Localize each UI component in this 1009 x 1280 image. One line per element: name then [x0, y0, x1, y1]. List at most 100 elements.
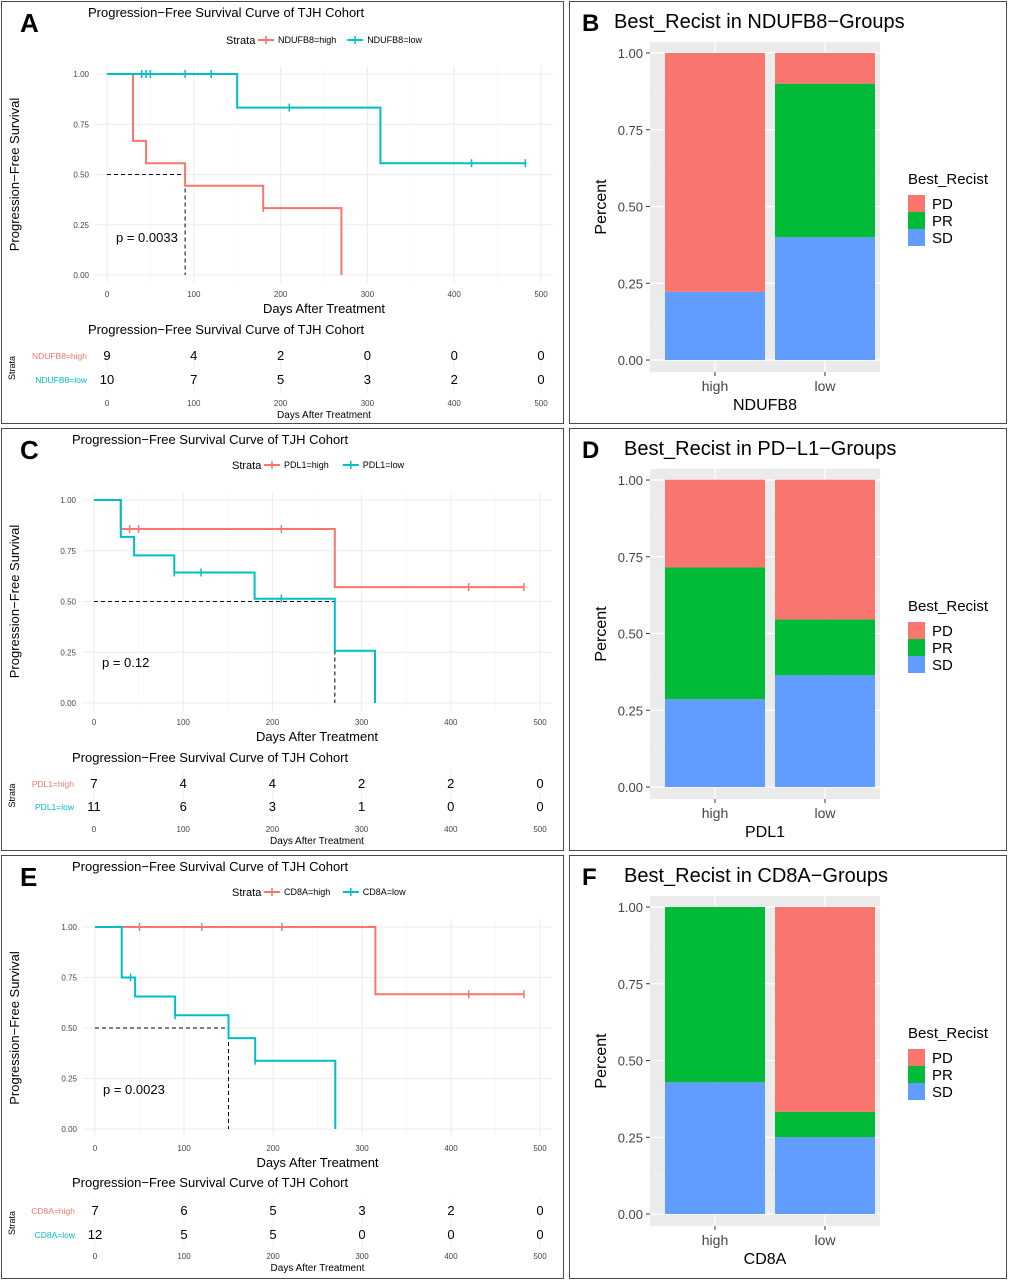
y-tick-label: 0.50: [61, 1024, 77, 1033]
risk-count-high: 4: [269, 776, 276, 791]
y-tick-label: 1.00: [618, 46, 643, 61]
y-tick-label: 0.50: [60, 598, 76, 607]
bar-segment-pr-low: [775, 1111, 875, 1138]
series-line-low: [107, 73, 526, 165]
legend-swatch-sd: [908, 656, 925, 673]
x-tick-label: high: [702, 1232, 728, 1248]
risk-x-tick-label: 200: [266, 825, 280, 834]
km-chart-a: A Progression−Free Survival Curve of TJH …: [7, 5, 553, 421]
bar-segment-sd-low: [775, 1137, 875, 1214]
y-tick-label: 1.00: [61, 923, 77, 932]
risk-count-low: 0: [537, 372, 544, 387]
risk-x-tick-label: 500: [533, 1252, 547, 1261]
risk-count-low: 2: [451, 372, 458, 387]
p-value: p = 0.0023: [103, 1082, 165, 1097]
km-title: Progression−Free Survival Curve of TJH C…: [72, 432, 349, 447]
panel-e: E Progression−Free Survival Curve of TJH …: [1, 855, 564, 1279]
x-tick-label: 0: [92, 718, 97, 727]
y-tick-label: 0.75: [60, 547, 76, 556]
bar-chart-title: Best_Recist in NDUFB8−Groups: [614, 11, 905, 33]
x-axis-label: NDUFB8: [733, 397, 797, 414]
risk-count-low: 12: [88, 1227, 102, 1242]
y-tick-label: 0.50: [618, 1054, 643, 1069]
risk-x-axis-label: Days After Treatment: [270, 836, 364, 847]
legend-label-pr: PR: [932, 1067, 953, 1084]
risk-count-low: 7: [190, 372, 197, 387]
x-tick-label: 400: [444, 718, 458, 727]
risk-count-high: 7: [91, 1203, 98, 1218]
x-tick-label: 100: [177, 718, 191, 727]
y-tick-label: 1.00: [60, 496, 76, 505]
risk-strata-label: Strata: [7, 1211, 17, 1235]
x-tick-label: 300: [361, 290, 375, 299]
y-tick-label: 0.00: [73, 271, 89, 280]
risk-table-title: Progression−Free Survival Curve of TJH C…: [72, 750, 349, 765]
risk-x-tick-label: 400: [444, 825, 458, 834]
risk-table-title: Progression−Free Survival Curve of TJH C…: [72, 1175, 349, 1190]
risk-count-low: 5: [277, 372, 284, 387]
bar-segment-sd-low: [775, 237, 875, 360]
risk-count-high: 0: [451, 348, 458, 363]
x-axis-label: Days After Treatment: [263, 301, 385, 316]
y-tick-label: 0.25: [618, 703, 643, 718]
km-chart-c: C Progression−Free Survival Curve of TJH …: [7, 432, 552, 847]
risk-count-high: 0: [364, 348, 371, 363]
legend-title: Best_Recist: [908, 598, 989, 615]
panel-c: C Progression−Free Survival Curve of TJH …: [1, 428, 564, 851]
x-tick-label: 400: [444, 1144, 458, 1153]
risk-count-high: 4: [190, 348, 197, 363]
x-tick-label: 200: [274, 290, 288, 299]
bar-segment-sd-high: [665, 291, 765, 360]
p-value: p = 0.12: [102, 655, 149, 670]
panel-letter: B: [582, 10, 599, 37]
bar-chart-title: Best_Recist in CD8A−Groups: [624, 865, 888, 887]
risk-x-tick-label: 300: [361, 399, 375, 408]
risk-strata-label: Strata: [7, 783, 17, 807]
legend-label-pr: PR: [932, 640, 953, 657]
risk-count-high: 6: [180, 1203, 187, 1218]
legend-label-pd: PD: [932, 1050, 953, 1067]
x-tick-label: low: [814, 378, 836, 394]
y-tick-label: 0.00: [60, 699, 76, 708]
risk-count-low: 6: [180, 799, 187, 814]
panel-d: D Best_Recist in PD−L1−Groups 0.00 0.25 0.50…: [569, 428, 1007, 851]
bar-segment-pd-low: [775, 53, 875, 84]
bar-segment-sd-high: [665, 1082, 765, 1214]
y-tick-label: 0.75: [618, 550, 643, 565]
x-tick-label: 500: [533, 1144, 547, 1153]
x-tick-label: high: [702, 378, 728, 394]
risk-count-high: 3: [358, 1203, 365, 1218]
legend-label-pr: PR: [932, 213, 953, 230]
risk-x-tick-label: 400: [448, 399, 462, 408]
y-tick-label: 0.00: [618, 780, 643, 795]
legend-label-high: PDL1=high: [284, 460, 329, 470]
bar-chart-title: Best_Recist in PD−L1−Groups: [624, 438, 896, 460]
risk-count-low: 1: [358, 799, 365, 814]
x-tick-label: 300: [355, 718, 369, 727]
km-title: Progression−Free Survival Curve of TJH C…: [88, 5, 365, 20]
bar-segment-pr-low: [775, 83, 875, 238]
risk-count-low: 5: [269, 1227, 276, 1242]
legend-label-low: CD8A=low: [363, 887, 406, 897]
y-tick-label: 1.00: [618, 900, 643, 915]
panel-letter: F: [582, 864, 597, 891]
x-axis-label: PDL1: [745, 824, 785, 841]
risk-count-high: 5: [269, 1203, 276, 1218]
bar-segment-pd-low: [775, 479, 875, 620]
risk-count-high: 2: [447, 1203, 454, 1218]
x-tick-label: low: [814, 1232, 836, 1248]
risk-count-high: 2: [277, 348, 284, 363]
risk-x-tick-label: 100: [187, 399, 201, 408]
y-tick-label: 0.75: [73, 120, 89, 129]
risk-count-high: 7: [90, 776, 97, 791]
x-tick-label: 200: [266, 718, 280, 727]
legend-swatch-sd: [908, 229, 925, 246]
legend-label-low: NDUFB8=low: [367, 35, 422, 45]
y-tick-label: 0.50: [618, 627, 643, 642]
risk-table-title: Progression−Free Survival Curve of TJH C…: [88, 322, 365, 337]
x-tick-label: 100: [177, 1144, 191, 1153]
panel-letter: A: [20, 8, 39, 38]
p-value: p = 0.0033: [116, 230, 178, 245]
bar-chart-f: F Best_Recist in CD8A−Groups 0.00 0.25 0.50 0…: [582, 864, 989, 1268]
panel-f: F Best_Recist in CD8A−Groups 0.00 0.25 0.50 0…: [569, 855, 1007, 1279]
